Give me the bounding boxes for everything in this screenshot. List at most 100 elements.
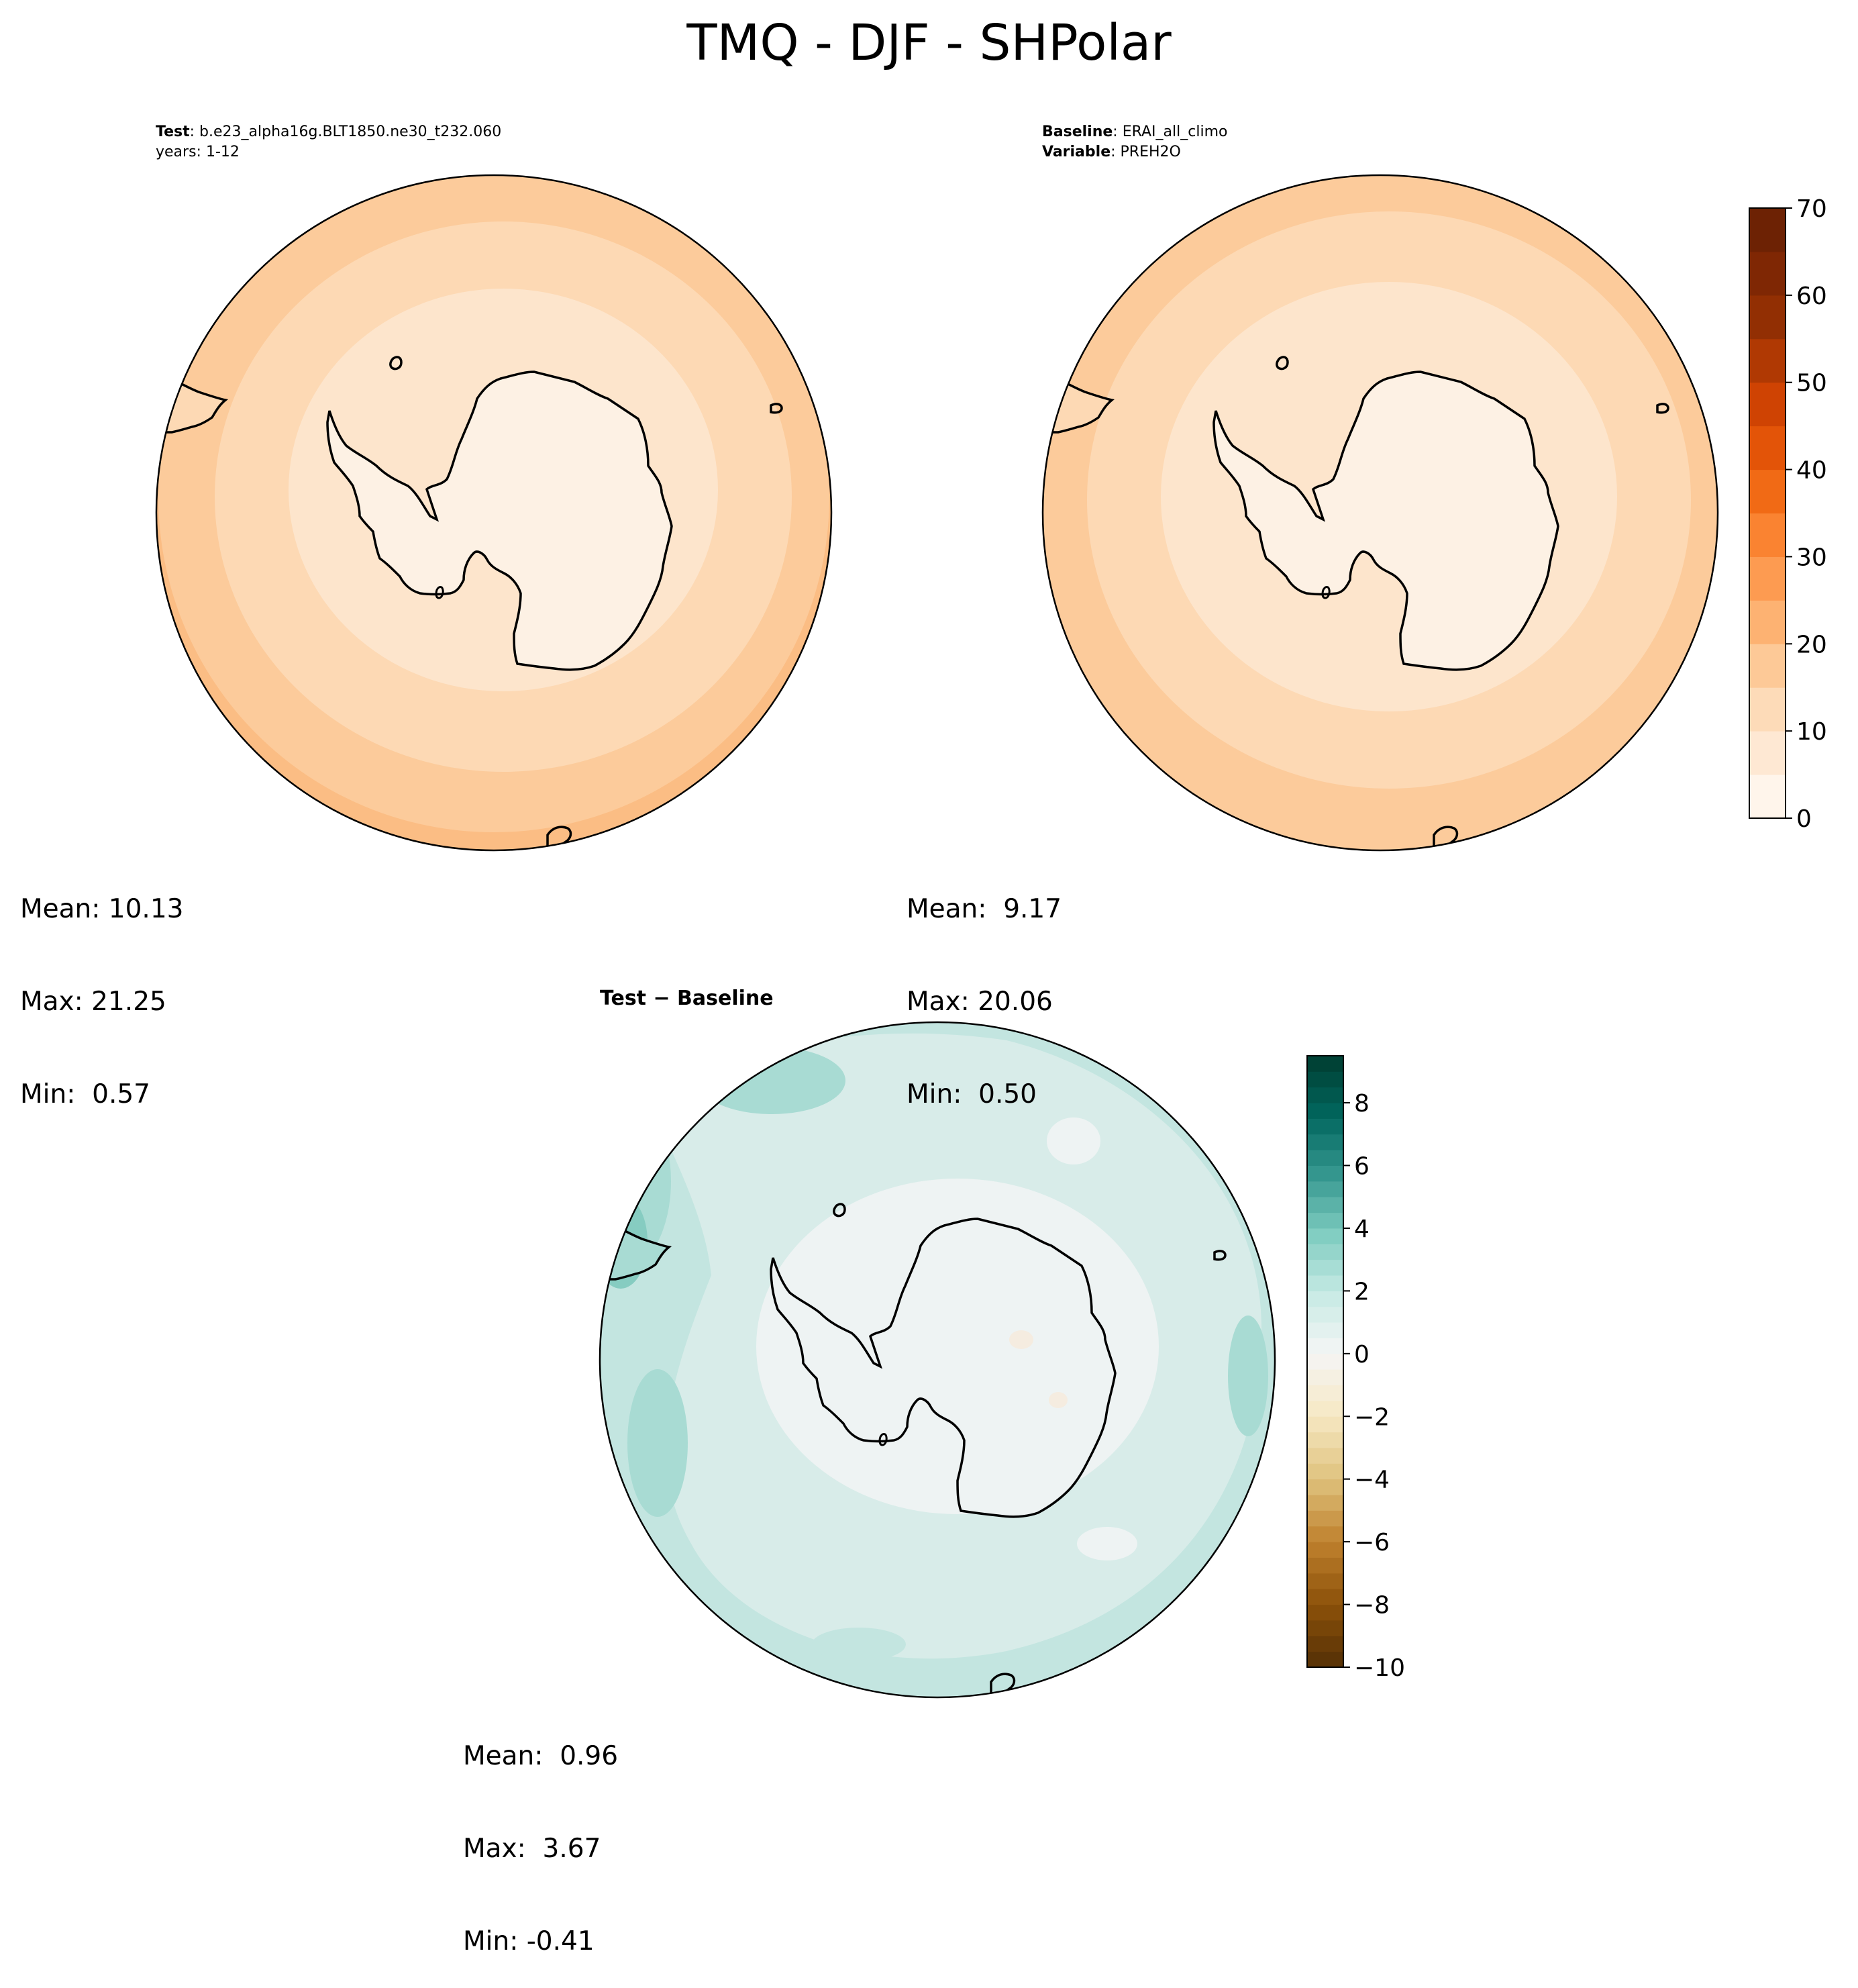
figure-title: TMQ - DJF - SHPolar: [686, 14, 1172, 72]
colorbar-absolute-tick-label: 20: [1796, 631, 1827, 658]
colorbar-absolute-swatch: [1749, 556, 1786, 601]
test-stats: Mean: 10.13 Max: 21.25 Min: 0.57: [20, 832, 183, 1141]
colorbar-difference-swatch: [1307, 1338, 1343, 1354]
colorbar-difference-swatch: [1307, 1118, 1343, 1135]
test-label: Test: b.e23_alpha16g.BLT1850.ne30_t232.0…: [156, 123, 502, 140]
colorbar-difference-tick-label: 8: [1354, 1090, 1370, 1117]
colorbar-difference-swatch: [1307, 1275, 1343, 1291]
colorbar-difference-swatch: [1307, 1134, 1343, 1150]
colorbar-absolute-swatch: [1749, 338, 1786, 383]
baseline-variable: Variable: PREH2O: [1042, 144, 1181, 160]
colorbar-difference-tick-label: 6: [1354, 1153, 1370, 1181]
test-case-name: b.e23_alpha16g.BLT1850.ne30_t232.060: [199, 123, 502, 140]
colorbar-difference-swatch: [1307, 1056, 1343, 1072]
colorbar-difference-swatch: [1307, 1542, 1343, 1558]
test-mean: Mean: 10.13: [20, 894, 184, 924]
test-map: [155, 174, 833, 852]
colorbar-difference-swatch: [1307, 1087, 1343, 1103]
colorbar-difference-swatch: [1307, 1228, 1343, 1244]
colorbar-difference-swatch: [1307, 1369, 1343, 1386]
difference-max: Max: 3.67: [463, 1834, 601, 1864]
baseline-map: [1041, 174, 1719, 852]
colorbar-difference-swatch: [1307, 1165, 1343, 1182]
colorbar-difference-swatch: [1307, 1181, 1343, 1197]
colorbar-absolute-swatch: [1749, 513, 1786, 557]
colorbar-difference-tick-label: −2: [1354, 1403, 1390, 1431]
baseline-max: Max: 20.06: [907, 987, 1053, 1017]
difference-stats: Mean: 0.96 Max: 3.67 Min: -0.41: [463, 1679, 618, 1988]
baseline-variable-name: PREH2O: [1120, 144, 1181, 160]
colorbar-difference-swatch: [1307, 1150, 1343, 1166]
colorbar-difference-tick-label: 2: [1354, 1278, 1370, 1305]
colorbar-difference-swatch: [1307, 1322, 1343, 1338]
colorbar-difference-swatch: [1307, 1259, 1343, 1276]
difference-title: Test − Baseline: [600, 987, 774, 1010]
colorbar-difference-swatch: [1307, 1463, 1343, 1480]
colorbar-absolute-swatch: [1749, 687, 1786, 732]
difference-map: [599, 1021, 1276, 1699]
colorbar-absolute-swatch: [1749, 295, 1786, 340]
colorbar-difference-swatch: [1307, 1400, 1343, 1417]
colorbar-difference: −10 −8 −6 −4 −2 0 2 4 6 8: [1306, 1055, 1405, 1682]
colorbar-absolute-swatch: [1749, 775, 1786, 819]
colorbar-difference-swatch: [1307, 1573, 1343, 1589]
colorbar-difference-swatch: [1307, 1620, 1343, 1636]
baseline-label-key: Baseline: [1042, 123, 1113, 140]
colorbar-difference-tick-label: 4: [1354, 1215, 1370, 1243]
colorbar-difference-swatch: [1307, 1291, 1343, 1307]
colorbar-difference-swatch: [1307, 1557, 1343, 1574]
colorbar-absolute-swatch: [1749, 382, 1786, 427]
colorbar-absolute: 0 10 20 30 40 50 60 70: [1749, 195, 1827, 833]
colorbar-absolute-tick-label: 30: [1796, 544, 1827, 571]
baseline-min: Min: 0.50: [907, 1079, 1037, 1109]
colorbar-absolute-swatch: [1749, 426, 1786, 470]
colorbar-difference-swatch: [1307, 1495, 1343, 1511]
colorbar-absolute-tick-label: 60: [1796, 283, 1827, 310]
colorbar-absolute-swatch: [1749, 600, 1786, 644]
colorbar-difference-frame: [1306, 1055, 1344, 1668]
colorbar-difference-tick-label: −4: [1354, 1467, 1390, 1494]
colorbar-absolute-tick-label: 10: [1796, 718, 1827, 746]
colorbar-difference-swatch: [1307, 1244, 1343, 1260]
difference-mean: Mean: 0.96: [463, 1741, 619, 1771]
colorbar-absolute-swatch: [1749, 731, 1786, 775]
colorbar-difference-tick-label: −8: [1354, 1592, 1390, 1620]
colorbar-absolute-tick-label: 40: [1796, 457, 1827, 485]
colorbar-difference-swatch: [1307, 1510, 1343, 1527]
baseline-case-name: ERAI_all_climo: [1122, 123, 1228, 140]
colorbar-difference-swatch: [1307, 1212, 1343, 1229]
colorbar-absolute-tick-label: 50: [1796, 370, 1827, 397]
figure-canvas: 0 10 20 30 40 50 60 70 −10 −8 −6 −4 −2 0 2 4 6 8: [155, 174, 1827, 1699]
colorbar-difference-swatch: [1307, 1103, 1343, 1119]
difference-min: Min: -0.41: [463, 1926, 595, 1956]
colorbar-difference-swatch: [1307, 1604, 1343, 1621]
colorbar-difference-swatch: [1307, 1353, 1343, 1370]
baseline-label: Baseline: ERAI_all_climo: [1042, 123, 1228, 140]
colorbar-absolute-tick-label: 70: [1796, 195, 1827, 223]
colorbar-difference-tick-label: −6: [1354, 1529, 1390, 1556]
colorbar-difference-swatch: [1307, 1385, 1343, 1401]
test-label-key: Test: [156, 123, 190, 140]
colorbar-absolute-swatch: [1749, 644, 1786, 688]
colorbar-absolute-swatch: [1749, 251, 1786, 296]
colorbar-absolute-tick-label: 0: [1796, 805, 1812, 833]
colorbar-difference-swatch: [1307, 1479, 1343, 1495]
colorbar-absolute-swatch: [1749, 208, 1786, 252]
colorbar-difference-tick-label: −10: [1354, 1654, 1405, 1682]
colorbar-difference-swatch: [1307, 1432, 1343, 1448]
test-max: Max: 21.25: [20, 987, 166, 1017]
colorbar-difference-swatch: [1307, 1197, 1343, 1213]
colorbar-difference-swatch: [1307, 1651, 1343, 1668]
colorbar-difference-tick-label: 0: [1354, 1341, 1370, 1369]
test-min: Min: 0.57: [20, 1079, 150, 1109]
baseline-mean: Mean: 9.17: [907, 894, 1062, 924]
colorbar-difference-swatch: [1307, 1306, 1343, 1323]
colorbar-difference-swatch: [1307, 1447, 1343, 1464]
colorbar-absolute-swatch: [1749, 469, 1786, 513]
colorbar-difference-swatch: [1307, 1526, 1343, 1542]
baseline-variable-key: Variable: [1042, 144, 1111, 160]
colorbar-absolute-frame: [1749, 207, 1786, 819]
colorbar-difference-swatch: [1307, 1416, 1343, 1433]
colorbar-difference-swatch: [1307, 1636, 1343, 1652]
colorbar-difference-swatch: [1307, 1071, 1343, 1088]
